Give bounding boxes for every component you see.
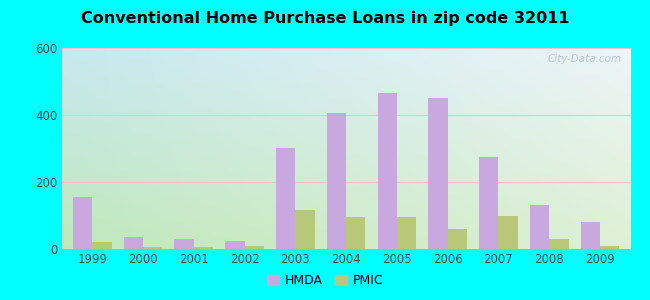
Text: Conventional Home Purchase Loans in zip code 32011: Conventional Home Purchase Loans in zip … (81, 11, 569, 26)
Bar (549, 239, 569, 249)
Bar (346, 217, 365, 249)
Bar (397, 217, 416, 249)
Bar (428, 98, 448, 249)
Bar (327, 113, 346, 249)
Bar (448, 229, 467, 249)
Bar (580, 222, 600, 249)
Bar (194, 247, 213, 249)
Bar (143, 247, 162, 249)
Bar (92, 242, 112, 249)
Bar (73, 197, 92, 249)
Bar (226, 241, 244, 249)
Bar (600, 246, 619, 249)
Legend: HMDA, PMIC: HMDA, PMIC (262, 269, 388, 292)
Bar (499, 215, 518, 249)
Bar (295, 211, 315, 249)
Bar (479, 157, 499, 249)
Bar (244, 246, 264, 249)
Bar (124, 237, 143, 249)
Text: City-Data.com: City-Data.com (548, 54, 622, 64)
Bar (276, 148, 295, 249)
Bar (530, 206, 549, 249)
Bar (174, 239, 194, 249)
Bar (378, 93, 397, 249)
